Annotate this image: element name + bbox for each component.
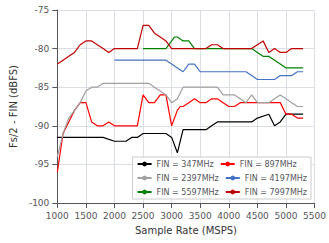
svg-text:-90: -90	[35, 121, 50, 131]
svg-text:2500: 2500	[132, 211, 155, 221]
svg-text:1500: 1500	[74, 211, 97, 221]
svg-text:FIN = 7997MHz: FIN = 7997MHz	[245, 188, 307, 197]
svg-text:FIN = 4197MHz: FIN = 4197MHz	[245, 174, 307, 183]
svg-text:4000: 4000	[217, 211, 240, 221]
svg-text:-80: -80	[35, 44, 50, 54]
svg-text:FIN = 897MHz: FIN = 897MHz	[240, 160, 297, 169]
svg-text:-75: -75	[35, 5, 50, 15]
svg-text:5500: 5500	[303, 211, 326, 221]
svg-text:Sample Rate (MSPS): Sample Rate (MSPS)	[135, 225, 237, 236]
svg-text:3500: 3500	[189, 211, 212, 221]
svg-text:2000: 2000	[103, 211, 126, 221]
svg-text:-85: -85	[35, 82, 50, 92]
svg-text:Fs/2 - FIN (dBFS): Fs/2 - FIN (dBFS)	[8, 65, 19, 148]
svg-text:1000: 1000	[46, 211, 69, 221]
svg-text:3000: 3000	[160, 211, 183, 221]
svg-text:FIN = 347MHz: FIN = 347MHz	[157, 160, 214, 169]
svg-text:4500: 4500	[246, 211, 269, 221]
svg-text:FIN = 2397MHz: FIN = 2397MHz	[157, 174, 219, 183]
svg-text:FIN = 5597MHz: FIN = 5597MHz	[157, 188, 219, 197]
svg-text:-100: -100	[29, 198, 50, 208]
svg-text:5000: 5000	[275, 211, 298, 221]
svg-text:-95: -95	[35, 159, 50, 169]
